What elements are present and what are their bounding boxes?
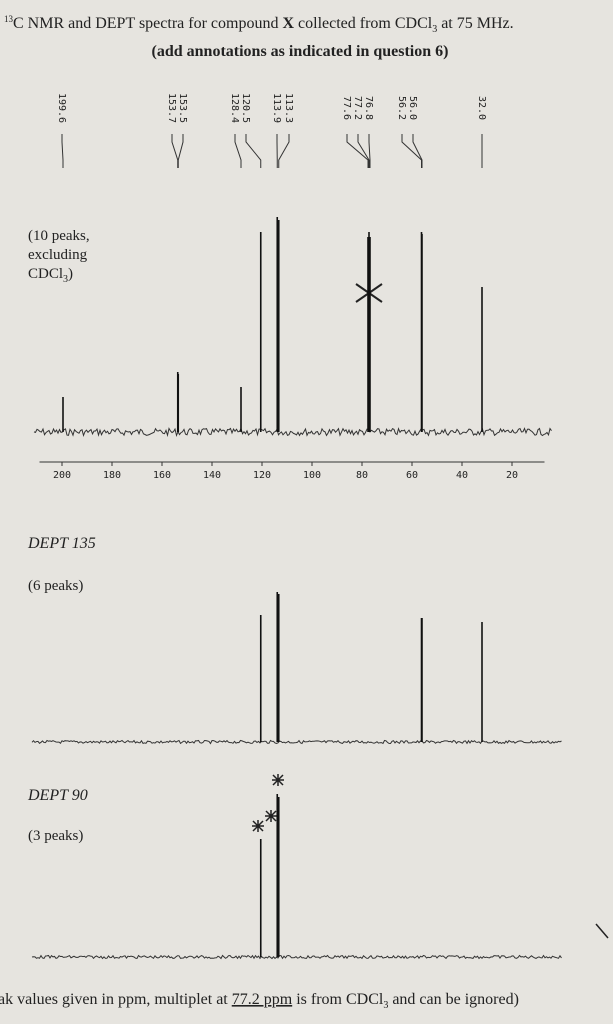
x-tick-label: 180 (103, 470, 121, 481)
baseline-noise (33, 427, 552, 438)
peak-label: 77.2 (352, 96, 363, 120)
peak-label-leader (401, 134, 422, 168)
x-tick-label: 20 (506, 470, 518, 481)
handwritten-marks (252, 283, 609, 939)
subtitle: (add annotations as indicated in questio… (152, 43, 449, 60)
x-tick-label: 200 (53, 470, 71, 481)
asterisk (265, 810, 277, 822)
peak-label-leader (171, 134, 179, 168)
x-tick-label: 80 (356, 470, 368, 481)
footer-text: ak values given in ppm, multiplet at (0, 991, 232, 1008)
note-line: (6 peaks) (28, 578, 83, 594)
peak-label-leader (61, 134, 64, 168)
spectrum-title: DEPT 135 (27, 535, 96, 552)
footer: ak values given in ppm, multiplet at 77.… (0, 991, 519, 1011)
stray-mark (595, 923, 609, 939)
title-sup: 13 (4, 14, 14, 24)
note-line: (10 peaks, (28, 228, 90, 244)
peak-label: 56.0 (407, 96, 418, 120)
peak-label-leader (412, 134, 423, 168)
spectrum-title: DEPT 90 (27, 787, 88, 804)
baseline-noise (31, 954, 562, 960)
note-line: ) (68, 266, 73, 282)
peak-label: 199.6 (56, 93, 67, 123)
peak-label-leader (346, 134, 369, 168)
peak-label: 76.8 (363, 96, 374, 120)
note: (10 peaks, excluding CDCl3) (28, 228, 90, 285)
peak-label-leader (245, 134, 262, 168)
note-line: excluding (28, 247, 88, 263)
note: (3 peaks) (28, 828, 83, 844)
peak-label-leader (234, 134, 242, 168)
peak-label-leader (357, 134, 370, 168)
footer-text: and can be ignored) (388, 991, 519, 1008)
peak-label: 153.7 (166, 93, 177, 123)
peak-label: 77.6 (341, 96, 352, 120)
x-tick-label: 120 (253, 470, 271, 481)
title-sub: 3 (432, 24, 437, 35)
footer-underlined: 77.2 ppm (232, 991, 293, 1008)
asterisk (252, 820, 264, 832)
x-tick-label: 60 (406, 470, 418, 481)
note-line: CDCl (28, 266, 63, 282)
peak-label: 113.9 (271, 93, 282, 123)
peak-label-leader (278, 134, 290, 168)
footer-text: is from CDCl (292, 991, 384, 1008)
note-line: (3 peaks) (28, 828, 83, 844)
baseline-noise (31, 739, 562, 745)
title-text: collected from CDCl (294, 15, 433, 32)
peak-label: 153.5 (177, 93, 188, 123)
note-sub: 3 (63, 274, 68, 285)
x-tick-label: 100 (303, 470, 321, 481)
peak-label: 113.3 (283, 93, 294, 123)
title-bold: X (282, 15, 294, 32)
peak-label-leader (177, 134, 184, 168)
title: 13C NMR and DEPT spectra for compound X … (4, 14, 514, 35)
peak-label: 120.5 (240, 93, 251, 123)
footer-sub: 3 (383, 1000, 388, 1011)
asterisk (272, 774, 284, 786)
x-tick-label: 40 (456, 470, 468, 481)
peak-label: 32.0 (476, 96, 487, 120)
peak-label: 56.2 (396, 96, 407, 120)
peak-label: 128.4 (229, 93, 240, 123)
note: (6 peaks) (28, 578, 83, 594)
title-text: C NMR and DEPT spectra for compound (13, 15, 282, 32)
x-tick-label: 140 (203, 470, 221, 481)
title-text: at 75 MHz. (437, 15, 513, 32)
peak-label-leader (368, 134, 371, 168)
x-tick-label: 160 (153, 470, 171, 481)
